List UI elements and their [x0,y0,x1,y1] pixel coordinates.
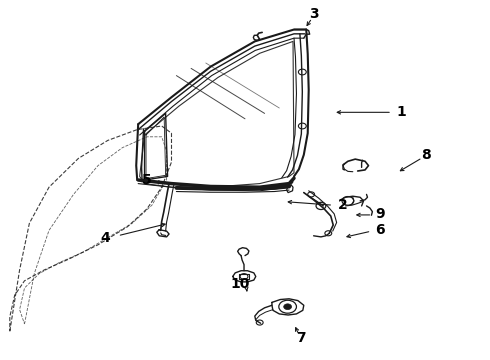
Text: 4: 4 [100,231,110,244]
Text: 8: 8 [421,148,431,162]
Text: 1: 1 [397,105,407,118]
Text: 9: 9 [375,207,385,221]
Text: 7: 7 [296,332,306,345]
Text: 5: 5 [142,173,152,187]
Text: 6: 6 [375,223,385,237]
Text: 3: 3 [309,7,318,21]
Circle shape [284,304,292,310]
Text: 2: 2 [338,198,348,212]
Text: 10: 10 [230,278,250,291]
